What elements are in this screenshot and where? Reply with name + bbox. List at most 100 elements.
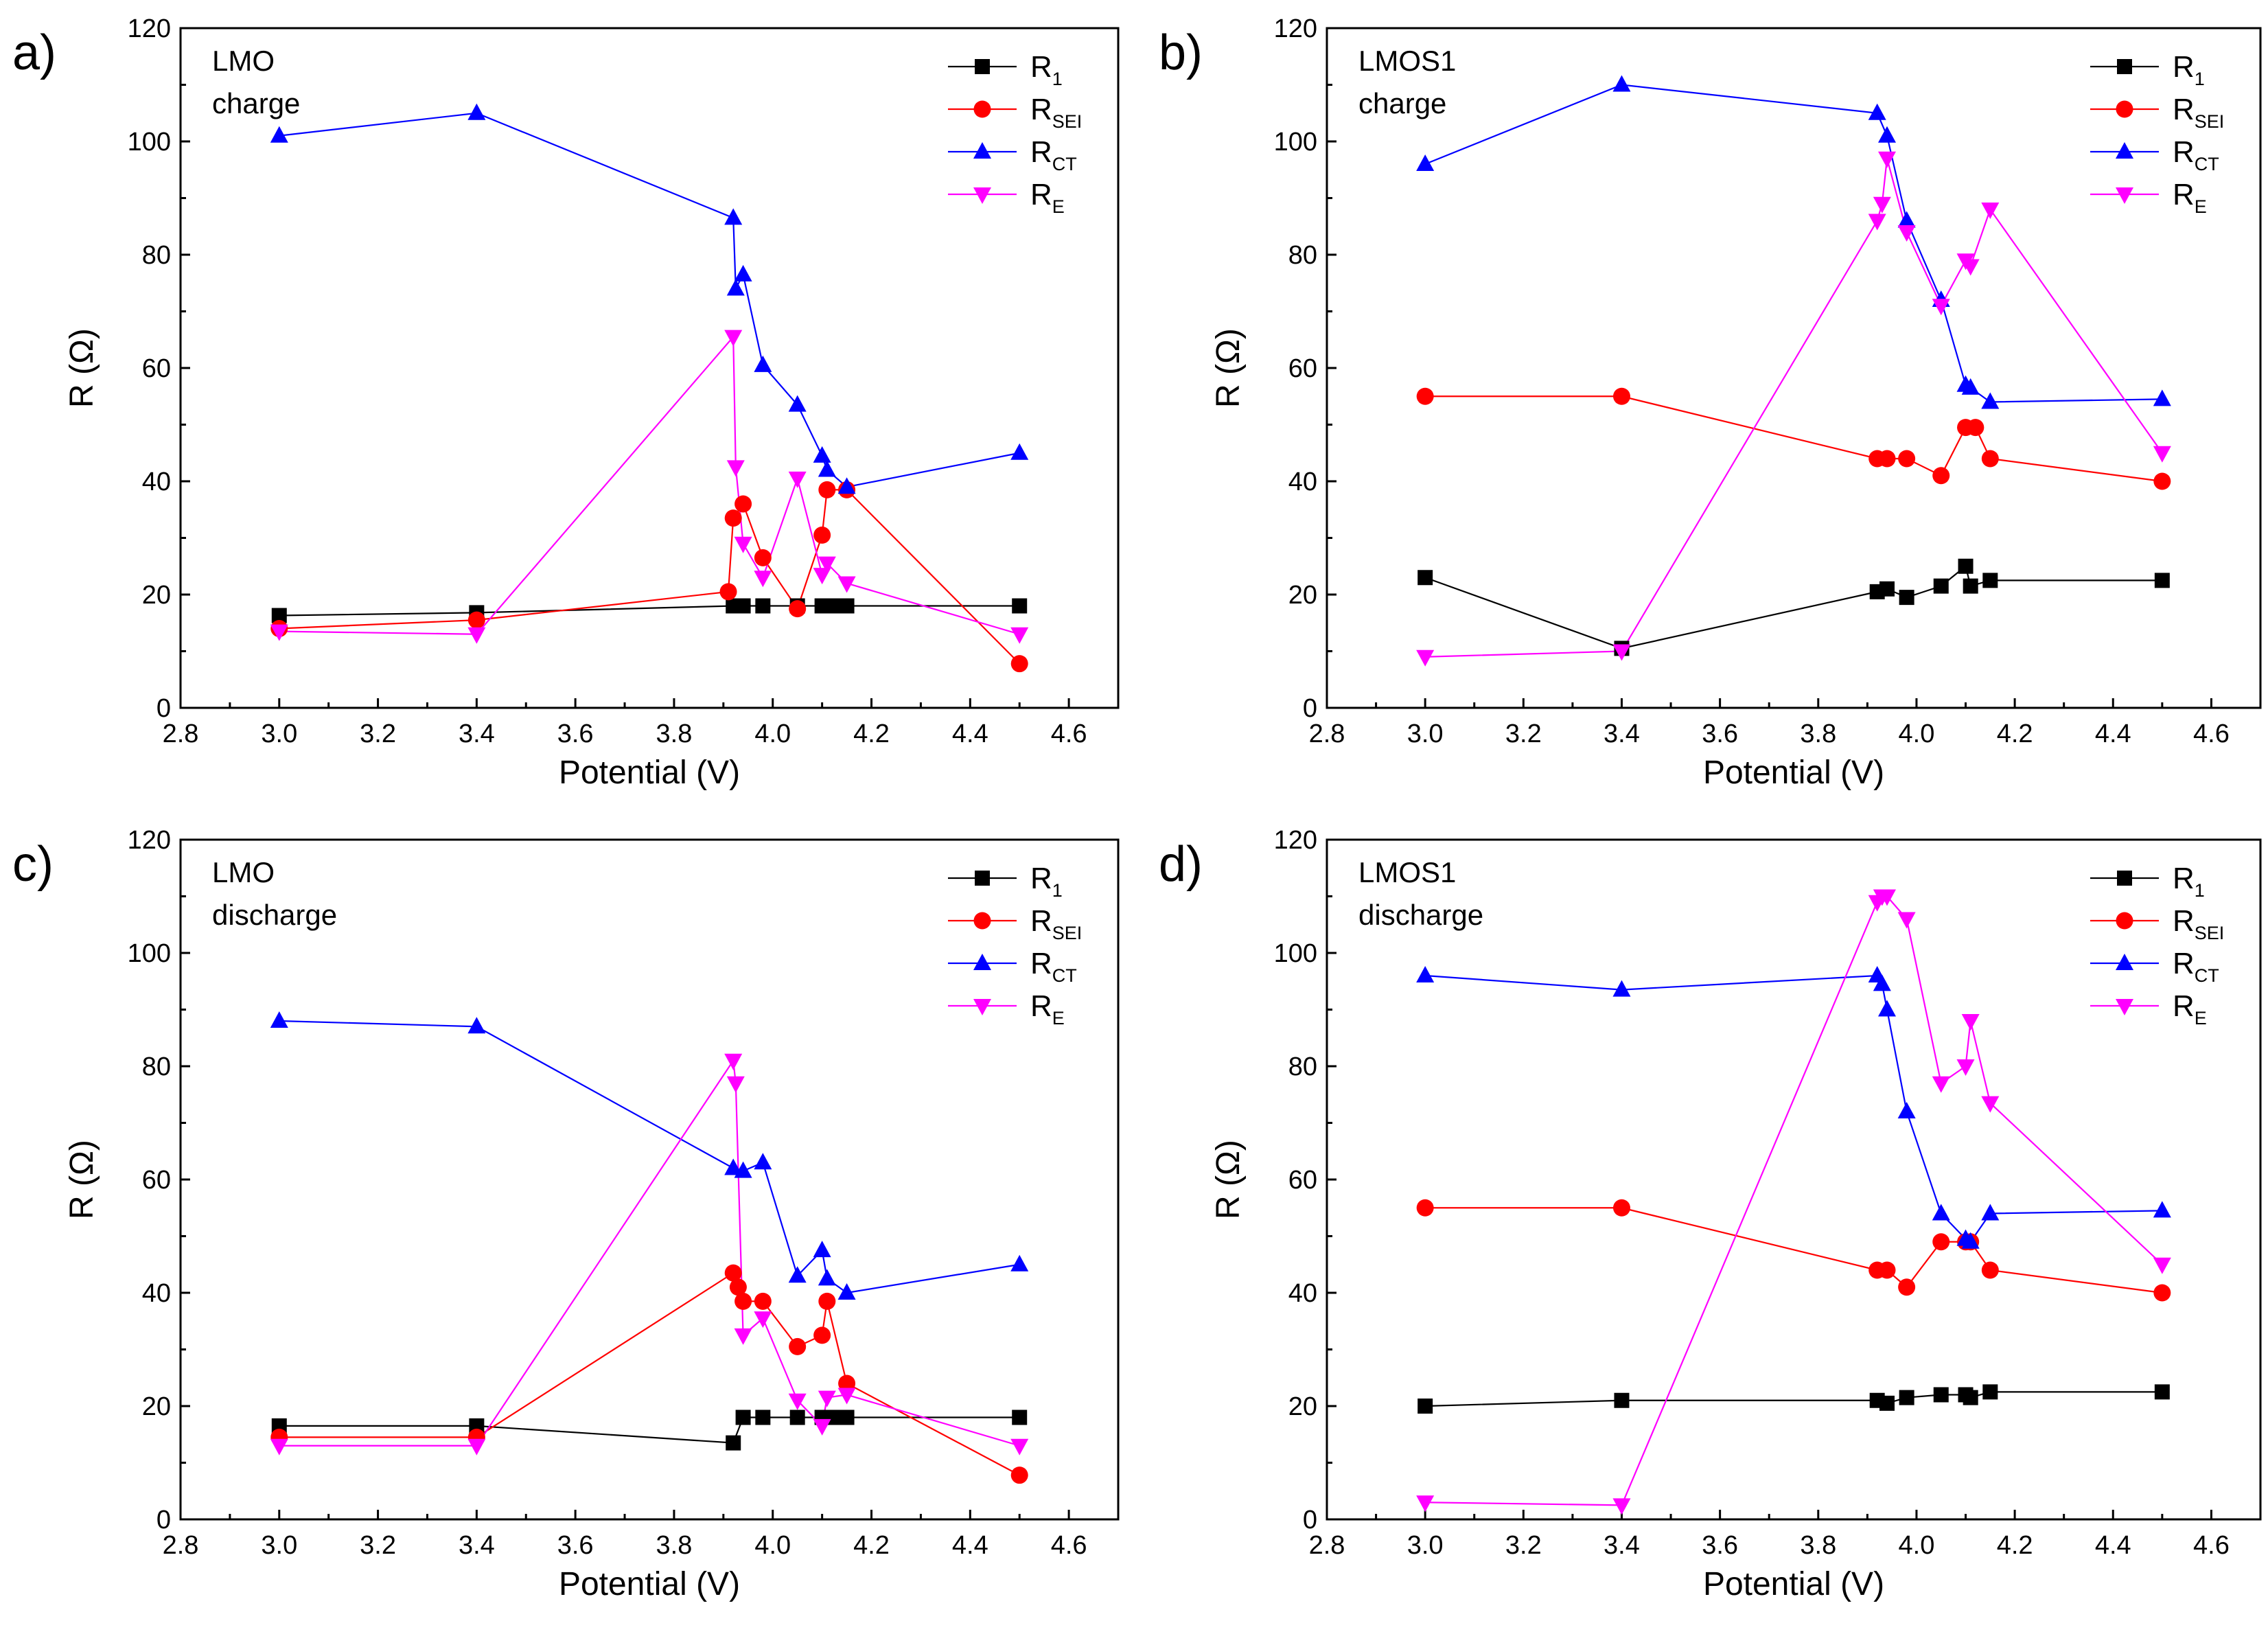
series-line-r1 bbox=[1424, 564, 2162, 649]
series-line-r1 bbox=[279, 605, 1020, 617]
data-point-re bbox=[726, 460, 745, 477]
data-point-r1 bbox=[1418, 570, 1433, 586]
data-point-re bbox=[1878, 151, 1896, 168]
x-tick-label: 3.8 bbox=[656, 1531, 693, 1560]
data-point-r1 bbox=[1963, 578, 1978, 594]
data-point-re bbox=[837, 1388, 856, 1405]
y-axis-label: R (Ω) bbox=[1210, 328, 1247, 408]
panel-title-line: LMOS1 bbox=[1358, 856, 1456, 888]
data-point-rct bbox=[467, 103, 486, 120]
x-tick-label: 4.6 bbox=[1051, 720, 1087, 748]
data-point-rsei bbox=[734, 1292, 752, 1310]
y-tick-label: 60 bbox=[142, 354, 171, 383]
y-tick-label: 80 bbox=[142, 1052, 171, 1081]
data-point-rct bbox=[734, 1161, 752, 1178]
data-point-re bbox=[1612, 1498, 1631, 1515]
data-point-re bbox=[724, 1053, 743, 1070]
data-point-rct bbox=[1878, 126, 1896, 143]
data-point-re bbox=[1961, 1014, 1980, 1031]
x-tick-label: 3.4 bbox=[459, 1531, 495, 1560]
panel-title-line: charge bbox=[212, 87, 300, 119]
series-line-rsei bbox=[1425, 395, 2162, 483]
legend-marker-r1 bbox=[2117, 59, 2132, 74]
x-tick-label: 4.0 bbox=[754, 1531, 791, 1560]
data-point-re bbox=[1897, 225, 1916, 242]
y-tick-label: 0 bbox=[1303, 694, 1317, 723]
legend-label: RE bbox=[1030, 178, 1065, 217]
data-point-re bbox=[788, 471, 807, 488]
series-line-re bbox=[1425, 895, 2163, 1506]
data-point-r1 bbox=[1933, 1387, 1949, 1403]
y-tick-label: 80 bbox=[1288, 1052, 1317, 1081]
y-tick-label: 60 bbox=[142, 1166, 171, 1195]
x-tick-label: 3.4 bbox=[459, 720, 495, 748]
data-point-rct bbox=[837, 1283, 856, 1300]
data-point-r1 bbox=[1879, 581, 1895, 597]
data-point-rct bbox=[1981, 392, 2000, 409]
x-tick-label: 3.8 bbox=[656, 720, 693, 748]
panel-title-line: discharge bbox=[1358, 899, 1483, 931]
data-point-r1 bbox=[1418, 1399, 1433, 1414]
x-tick-label: 3.4 bbox=[1604, 720, 1640, 748]
data-point-re bbox=[754, 1311, 772, 1328]
data-point-rsei bbox=[1932, 467, 1950, 485]
y-tick-label: 100 bbox=[1274, 939, 1317, 968]
data-point-rct bbox=[734, 264, 752, 281]
data-point-r1 bbox=[1879, 1395, 1895, 1411]
data-point-r1 bbox=[1933, 578, 1949, 594]
legend-marker-re bbox=[973, 187, 991, 204]
legend-marker-re bbox=[973, 999, 991, 1015]
data-point-rsei bbox=[467, 611, 485, 629]
legend-marker-rsei bbox=[2116, 100, 2133, 118]
legend-marker-rct bbox=[2116, 142, 2133, 159]
data-point-rsei bbox=[838, 1374, 856, 1392]
data-point-re bbox=[837, 576, 856, 593]
data-point-re bbox=[1416, 649, 1435, 667]
x-tick-label: 4.6 bbox=[1051, 1531, 1087, 1560]
chart-panel: 2.8 3.0 3.2 3.4 3.6 3.8 4.0 4.2 4.4 4.6 0 20 40 60 80 1… bbox=[12, 826, 1120, 1602]
legend-marker-re bbox=[2116, 187, 2133, 204]
legend-marker-rsei bbox=[973, 100, 991, 118]
data-point-re bbox=[813, 1418, 831, 1436]
y-axis-label: R (Ω) bbox=[64, 328, 100, 408]
data-point-rct bbox=[1010, 1254, 1029, 1272]
panel-title-line: LMOS1 bbox=[1358, 45, 1456, 77]
plot-frame bbox=[1326, 838, 2262, 1521]
x-axis-label: Potential (V) bbox=[559, 755, 740, 791]
data-point-re bbox=[1878, 889, 1896, 906]
data-point-rct bbox=[813, 1241, 831, 1258]
legend-label: RSEI bbox=[1030, 93, 1082, 132]
panel-letter: c) bbox=[12, 837, 54, 892]
data-point-rct bbox=[788, 1266, 807, 1283]
y-tick-label: 60 bbox=[1288, 354, 1317, 383]
data-point-rct bbox=[1873, 974, 1891, 991]
data-point-rsei bbox=[754, 1292, 772, 1310]
data-point-rsei bbox=[1878, 450, 1896, 468]
data-point-re bbox=[1010, 1438, 1029, 1456]
data-point-rct bbox=[754, 1153, 772, 1170]
data-point-rct bbox=[754, 355, 772, 372]
data-point-r1 bbox=[1963, 1390, 1978, 1405]
data-point-re bbox=[1873, 196, 1891, 214]
data-point-re bbox=[1981, 1096, 2000, 1113]
x-tick-label: 3.0 bbox=[1407, 720, 1444, 748]
data-point-re bbox=[754, 571, 772, 588]
data-point-rsei bbox=[724, 1264, 742, 1282]
y-tick-label: 20 bbox=[1288, 581, 1317, 610]
y-tick-label: 100 bbox=[128, 939, 171, 968]
x-tick-label: 2.8 bbox=[163, 1531, 199, 1560]
chart-panel: 2.8 3.0 3.2 3.4 3.6 3.8 4.0 4.2 4.4 4.6 0 20 40 60 80 1… bbox=[1159, 826, 2262, 1602]
legend-marker-rsei bbox=[973, 912, 991, 930]
x-tick-label: 4.4 bbox=[2095, 1531, 2131, 1560]
series-line-rsei bbox=[279, 489, 1020, 665]
data-point-rsei bbox=[719, 583, 737, 601]
data-point-r1 bbox=[1614, 1392, 1630, 1408]
chart-panel: 2.8 3.0 3.2 3.4 3.6 3.8 4.0 4.2 4.4 4.6 0 20 40 60 80 1… bbox=[12, 14, 1120, 791]
data-point-rsei bbox=[813, 526, 831, 544]
data-point-rsei bbox=[1416, 387, 1434, 405]
data-point-rsei bbox=[789, 1337, 807, 1355]
chart-panel: 2.8 3.0 3.2 3.4 3.6 3.8 4.0 4.2 4.4 4.6 0 20 40 60 80 1… bbox=[1159, 14, 2262, 791]
x-tick-label: 4.0 bbox=[1899, 1531, 1935, 1560]
legend-label: RSEI bbox=[2173, 93, 2224, 132]
